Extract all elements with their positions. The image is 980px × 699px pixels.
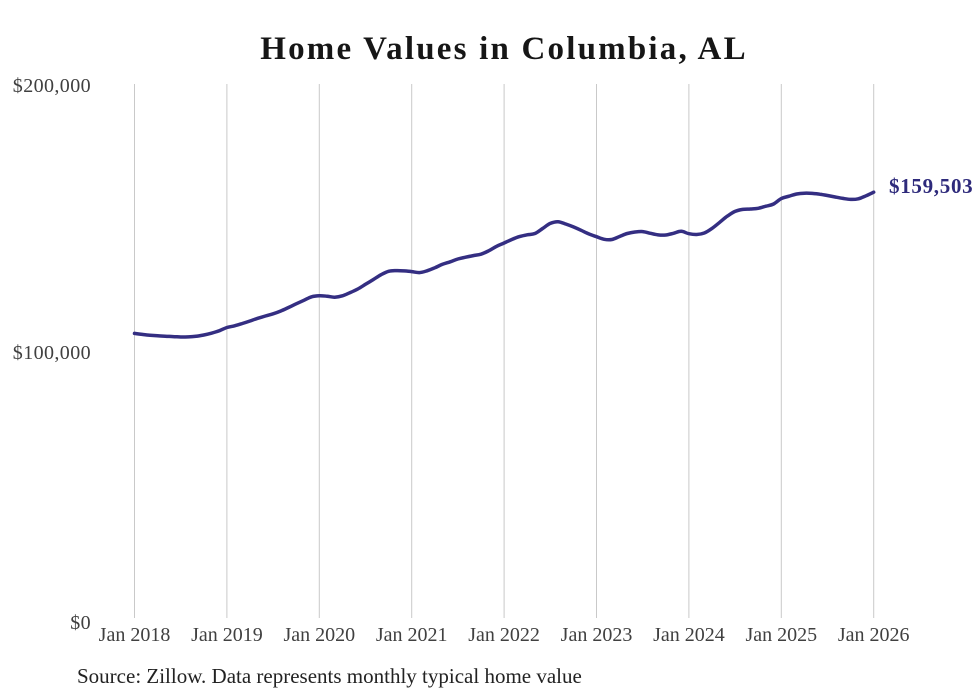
svg-text:Jan 2018: Jan 2018 [99,624,171,646]
svg-text:Jan 2022: Jan 2022 [468,624,540,646]
svg-text:Jan 2019: Jan 2019 [191,624,263,646]
svg-text:Jan 2025: Jan 2025 [745,624,817,646]
svg-text:$100,000: $100,000 [13,342,91,364]
svg-text:Jan 2021: Jan 2021 [376,624,448,646]
svg-text:Jan 2026: Jan 2026 [838,624,910,646]
svg-text:Jan 2024: Jan 2024 [653,624,725,646]
svg-text:$200,000: $200,000 [13,75,91,97]
svg-text:Jan 2020: Jan 2020 [283,624,355,646]
svg-text:Jan 2023: Jan 2023 [561,624,633,646]
svg-text:Source: Zillow. Data represent: Source: Zillow. Data represents monthly … [77,664,582,688]
svg-text:$159,503: $159,503 [889,174,973,198]
svg-text:$0: $0 [70,612,91,634]
svg-text:Home Values in Columbia, AL: Home Values in Columbia, AL [260,31,748,67]
